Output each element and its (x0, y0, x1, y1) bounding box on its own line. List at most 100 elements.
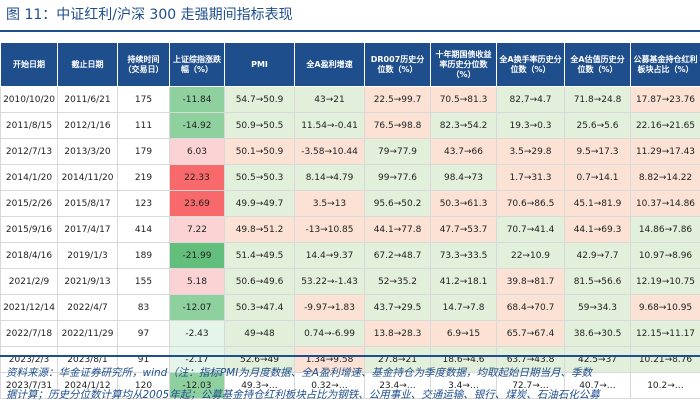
table-cell: 49.8→51.2 (224, 216, 295, 243)
table-cell: 2015/9/16 (0, 216, 58, 243)
table-cell: 54.7→50.9 (224, 86, 295, 113)
table-cell: 43.7→66 (430, 138, 497, 165)
table-cell: 50.5→50.3 (224, 164, 295, 191)
table-cell: 14.7→7.8 (430, 294, 497, 321)
table-cell: 13.8→28.3 (364, 320, 431, 347)
table-cell: 155 (117, 268, 170, 295)
table-cell: 414 (117, 216, 170, 243)
table-cell: 99→77.6 (364, 164, 431, 191)
table-cell: 44.1→77.8 (364, 216, 431, 243)
source-note: 资料来源：华金证券研究所，wind（注：指标PMI为月度数据、全A盈利增速、基金… (6, 362, 696, 406)
table-cell: 2015/8/17 (57, 190, 118, 217)
table-cell: 50.3→47.4 (224, 294, 295, 321)
column-header: 持续时间（交易日） (117, 42, 170, 87)
table-cell: 14.86→7.86 (630, 216, 700, 243)
table-cell: 22.16→21.65 (630, 112, 700, 139)
column-header: 全A盈利增速 (294, 42, 365, 87)
table-cell: 12.15→11.17 (630, 320, 700, 347)
figure-title: 图 11：中证红利/沪深 300 走强期间指标表现 (6, 7, 293, 23)
table-cell: 2018/4/16 (0, 242, 58, 269)
table-cell: 111 (117, 112, 170, 139)
table-cell: 2022/11/29 (57, 320, 118, 347)
table-cell: 44.1→69.3 (564, 216, 631, 243)
table-cell: 120 (117, 372, 170, 399)
table-cell: 2012/7/13 (0, 138, 58, 165)
table-cell: 45.1→81.9 (564, 190, 631, 217)
table-cell: 18.6→4.6 (430, 346, 497, 373)
table-cell: 2021/9/13 (57, 268, 118, 295)
table-cell: 22→10.9 (496, 242, 565, 269)
table-body: 2010/10/20 2011/6/21 175 -11.84 54.7→50.9 43→… (0, 86, 700, 399)
table-cell: 83 (117, 294, 170, 321)
table-cell: 11.29→17.43 (630, 138, 700, 165)
table-cell: 2011/6/21 (57, 86, 118, 113)
table-cell: 52.6→49 (224, 346, 295, 373)
table-cell: 67.2→48.7 (364, 242, 431, 269)
note-line: 资料来源：华金证券研究所，wind（注：指标PMI为月度数据、全A盈利增速、基金… (6, 367, 592, 379)
table-row: 2012/7/13 2013/3/20 179 6.03 50.1→50.9 -3.58→… (0, 138, 700, 165)
table-cell: 123 (117, 190, 170, 217)
table-cell: 95.6→50.2 (364, 190, 431, 217)
table-cell: 2014/11/20 (57, 164, 118, 191)
table-row: 2022/7/18 2022/11/29 97 -2.43 49→48 0.74→-6.9… (0, 320, 700, 347)
column-header: 全A估值历史分位数（%） (564, 42, 631, 87)
indicator-table: 开始日期 截止日期 持续时间（交易日） 上证综指涨跌幅（%） PMI 全A盈利增速 DR00… (0, 42, 700, 399)
table-cell: 2023/7/31 (0, 372, 58, 399)
column-header: 全A换手率历史分位数（%） (496, 42, 565, 87)
table-cell: 70.5→81.3 (430, 86, 497, 113)
table-cell: 25.6→5.6 (564, 112, 631, 139)
title-divider (0, 30, 700, 32)
table-cell: 49.3→… (224, 372, 295, 399)
table-row: 2023/7/31 2024/1/12 120 -12.03 49.3→… 0.32→… 2… (0, 372, 700, 399)
table-cell: 51.4→49.5 (224, 242, 295, 269)
table-cell: 50.1→50.9 (224, 138, 295, 165)
table-cell: 42.5→37 (564, 346, 631, 373)
table-cell: 70.7→41.4 (496, 216, 565, 243)
table-cell: 7.22 (169, 216, 225, 243)
column-header: PMI (224, 42, 295, 87)
footer-divider (0, 355, 700, 357)
table-cell: 72.7→… (496, 372, 565, 399)
table-cell: 22.33 (169, 164, 225, 191)
table-cell: 0.74→-6.99 (294, 320, 365, 347)
table-cell: 38.6→30.5 (564, 320, 631, 347)
table-cell: 81.5→56.6 (564, 268, 631, 295)
table-cell: -3.58→10.44 (294, 138, 365, 165)
table-cell: 1.7→31.3 (496, 164, 565, 191)
table-cell: -12.03 (169, 372, 225, 399)
table-cell: 43→21 (294, 86, 365, 113)
table-cell: 23.69 (169, 190, 225, 217)
table-row: 2014/1/20 2014/11/20 219 22.33 50.5→50.3 8.14… (0, 164, 700, 191)
table-row: 2015/9/16 2017/4/17 414 7.22 49.8→51.2 -13→10… (0, 216, 700, 243)
table-row: 2010/10/20 2011/6/21 175 -11.84 54.7→50.9 43→… (0, 86, 700, 113)
table-cell: 3.5→29.8 (496, 138, 565, 165)
table-cell: -11.84 (169, 86, 225, 113)
table-cell: 2024/1/12 (57, 372, 118, 399)
table-cell: 41.2→18.1 (430, 268, 497, 295)
header-row: 开始日期 截止日期 持续时间（交易日） 上证综指涨跌幅（%） PMI 全A盈利增速 DR00… (0, 42, 700, 87)
table-row: 2023/2/3 2023/8/1 91 -2.17 52.6→49 1.34→9.58 2… (0, 346, 700, 373)
table-cell: 10.2→… (630, 372, 700, 399)
table-cell: 2014/1/20 (0, 164, 58, 191)
table-cell: 2013/3/20 (57, 138, 118, 165)
table-cell: 71.8→24.8 (564, 86, 631, 113)
table-cell: 11.54→-0.41 (294, 112, 365, 139)
table-cell: 0.32→… (294, 372, 365, 399)
table-cell: 50.3→61.3 (430, 190, 497, 217)
table-cell: 2015/2/26 (0, 190, 58, 217)
table-cell: 6.03 (169, 138, 225, 165)
table-cell: 2011/8/15 (0, 112, 58, 139)
column-header: 截止日期 (57, 42, 118, 87)
column-header: 公募基金持仓红利板块占比（%） (630, 42, 700, 87)
table-cell: 97 (117, 320, 170, 347)
table-cell: 39.8→81.7 (496, 268, 565, 295)
table-cell: 219 (117, 164, 170, 191)
table-cell: 10.97→8.96 (630, 242, 700, 269)
table-cell: 59→34.3 (564, 294, 631, 321)
table-cell: 53.22→-1.43 (294, 268, 365, 295)
table-cell: 68.4→70.7 (496, 294, 565, 321)
table-cell: 79→77.9 (364, 138, 431, 165)
table-cell: 2019/1/3 (57, 242, 118, 269)
table-cell: 2010/10/20 (0, 86, 58, 113)
table-cell: 82.3→54.2 (430, 112, 497, 139)
